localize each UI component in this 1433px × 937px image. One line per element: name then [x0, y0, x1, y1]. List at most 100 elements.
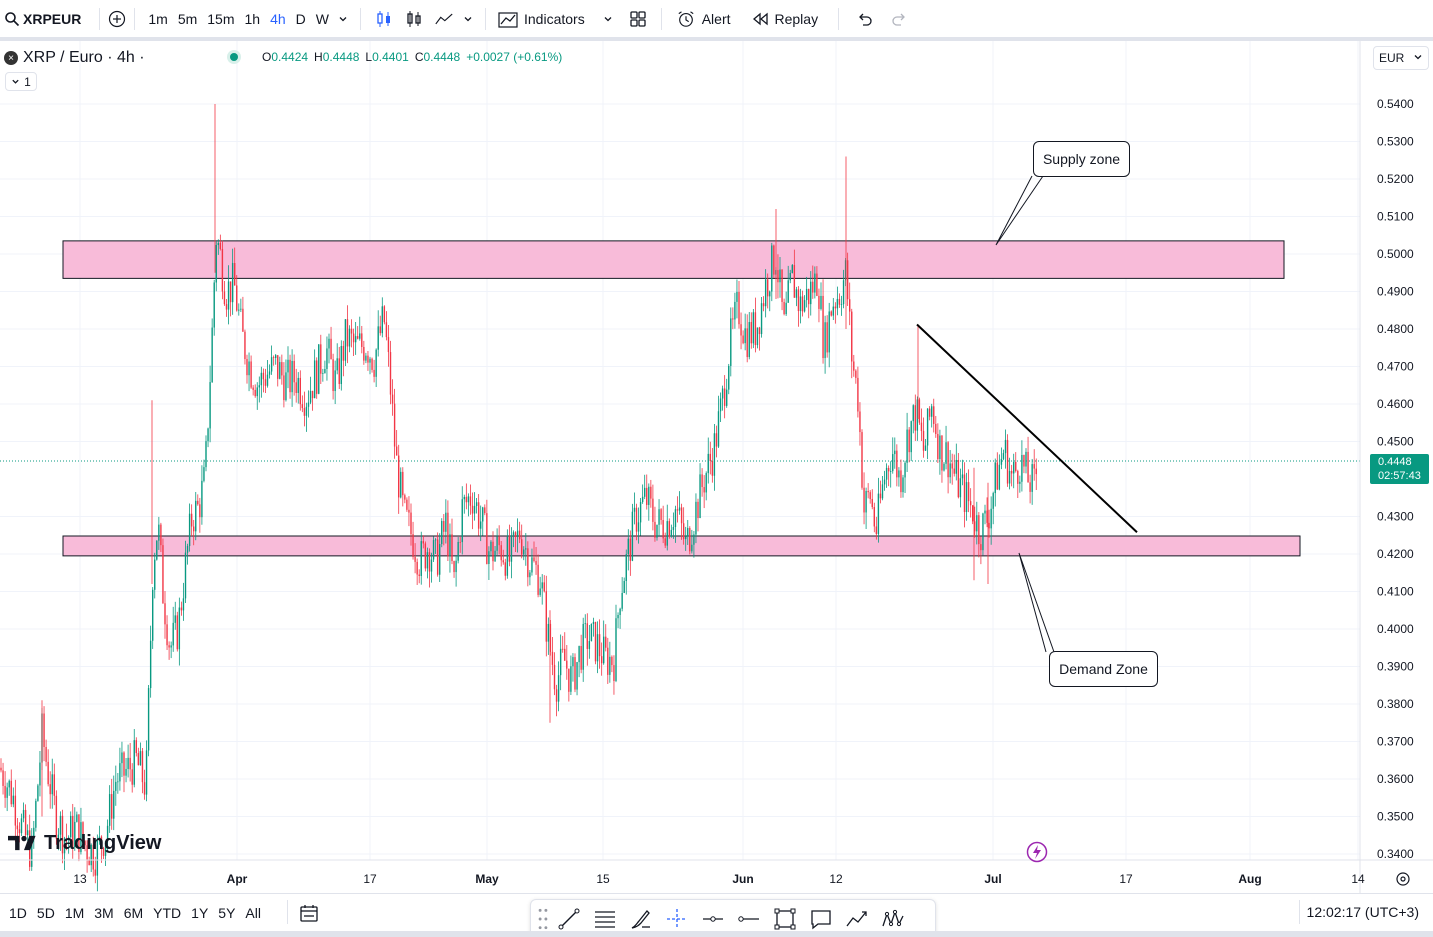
crosshair-tool[interactable] [659, 901, 695, 937]
range-1m[interactable]: 1M [64, 905, 85, 921]
high-value: 0.4448 [322, 50, 360, 64]
drawings [916, 175, 1138, 653]
time-axis[interactable]: 13 Apr 17 May 15 Jun 12 Jul 17 Aug 14 [0, 859, 1433, 886]
brush-tool[interactable] [623, 901, 659, 937]
lightning-icon[interactable] [1026, 841, 1048, 863]
candle-body [902, 477, 904, 493]
candle-body [400, 471, 402, 498]
candle-body [545, 591, 547, 642]
rectangle-tool[interactable] [767, 901, 803, 937]
compare-button[interactable] [108, 0, 126, 37]
replay-button[interactable]: Replay [737, 0, 825, 37]
interval-15m[interactable]: 15m [207, 10, 235, 27]
close-circle-icon[interactable]: × [4, 51, 18, 65]
range-ytd[interactable]: YTD [153, 905, 182, 921]
candle-body [211, 327, 213, 383]
candle-body [693, 534, 695, 545]
symbol-legend[interactable]: × XRP / Euro · 4h · [4, 48, 145, 68]
horizontal-ray-tool[interactable] [695, 901, 731, 937]
candle-body [92, 844, 94, 870]
path-tool[interactable] [839, 901, 875, 937]
currency-select[interactable]: EUR [1373, 46, 1429, 70]
interval-4h[interactable]: 4h [270, 10, 286, 27]
indicators-dropdown[interactable] [589, 0, 623, 37]
candle-body [890, 471, 892, 472]
calendar-icon[interactable] [298, 902, 320, 924]
range-5y[interactable]: 5Y [218, 905, 236, 921]
candle-body [443, 521, 445, 532]
candle-body [533, 557, 535, 562]
horizontal-line-tool[interactable] [731, 901, 767, 937]
timezone-clock[interactable]: 12:02:17 (UTC+3) [1306, 904, 1419, 920]
trend-line-tool[interactable] [551, 901, 587, 937]
price-tick-label: 0.5300 [1377, 135, 1414, 149]
range-5d[interactable]: 5D [36, 905, 55, 921]
drag-handle[interactable] [535, 901, 551, 937]
market-status-dot[interactable] [230, 53, 238, 61]
candle-body [963, 474, 966, 513]
horizontal-line-icon [738, 916, 759, 922]
candle-body [711, 461, 714, 476]
indicators-button[interactable]: Indicators [494, 0, 589, 37]
candle-body [820, 295, 822, 309]
price-chart[interactable]: 0.5400 0.5300 0.5200 0.5100 0.5000 0.4900 0.48… [0, 41, 1433, 893]
symbol-search[interactable]: XRPEUR [0, 0, 81, 37]
range-1y[interactable]: 1Y [191, 905, 209, 921]
supply-zone-callout[interactable]: Supply zone [1033, 141, 1130, 177]
collapse-indicators-button[interactable]: 1 [5, 72, 37, 91]
candle-body [740, 324, 742, 336]
candle-body [133, 740, 135, 785]
candle-body [732, 318, 734, 320]
candle-body [121, 752, 123, 764]
candle-body [47, 761, 49, 785]
redo-button[interactable] [883, 0, 917, 37]
chevron-down-icon [464, 16, 472, 21]
chart-style-dropdown[interactable] [459, 0, 477, 37]
toolbar-divider [134, 7, 136, 30]
candle-body [779, 269, 781, 283]
supply-callout-pointer [995, 175, 1044, 246]
candle-body [1013, 461, 1015, 474]
interval-1h[interactable]: 1h [244, 10, 261, 27]
callout-tool[interactable] [803, 901, 839, 937]
candle-body [687, 528, 689, 537]
candle-body [72, 815, 74, 847]
candle-body [736, 291, 738, 302]
candle-body [941, 435, 943, 471]
range-all[interactable]: All [245, 905, 261, 921]
candle-body [86, 845, 88, 860]
chart-area[interactable]: 0.5400 0.5300 0.5200 0.5100 0.5000 0.4900 0.48… [0, 41, 1433, 893]
fib-tool[interactable] [587, 901, 623, 937]
range-3m[interactable]: 3M [94, 905, 114, 921]
chart-style-bars[interactable] [399, 0, 429, 37]
range-6m[interactable]: 6M [123, 905, 144, 921]
chart-style-candles[interactable] [369, 0, 399, 37]
pattern-tool[interactable] [875, 901, 911, 937]
range-1d[interactable]: 1D [9, 905, 27, 921]
candle-body [457, 541, 459, 561]
candle-body [35, 800, 37, 828]
time-tick-label: Aug [1238, 872, 1261, 886]
undo-button[interactable] [847, 0, 883, 37]
interval-1m[interactable]: 1m [148, 10, 168, 27]
interval-D[interactable]: D [295, 10, 306, 27]
interval-5m[interactable]: 5m [177, 10, 198, 27]
candle-body [914, 405, 916, 431]
candle-body [338, 358, 340, 385]
settings-icon[interactable] [1396, 872, 1410, 886]
candle-body [904, 462, 906, 478]
layouts-button[interactable] [623, 0, 653, 37]
candle-body [510, 535, 513, 562]
interval-dropdown[interactable] [334, 0, 352, 37]
alert-button[interactable]: Alert [670, 0, 737, 37]
candle-body [227, 281, 230, 310]
candle-body [582, 623, 584, 670]
interval-W[interactable]: W [315, 10, 329, 27]
demand-zone-callout[interactable]: Demand Zone [1049, 651, 1158, 687]
candle-body [639, 502, 642, 523]
line-chart-icon [435, 13, 453, 24]
candle-body [861, 432, 863, 488]
chart-style-line[interactable] [429, 0, 459, 37]
price-axis[interactable]: 0.5400 0.5300 0.5200 0.5100 0.5000 0.4900 0.48… [1359, 41, 1414, 893]
candle-body [912, 405, 914, 422]
